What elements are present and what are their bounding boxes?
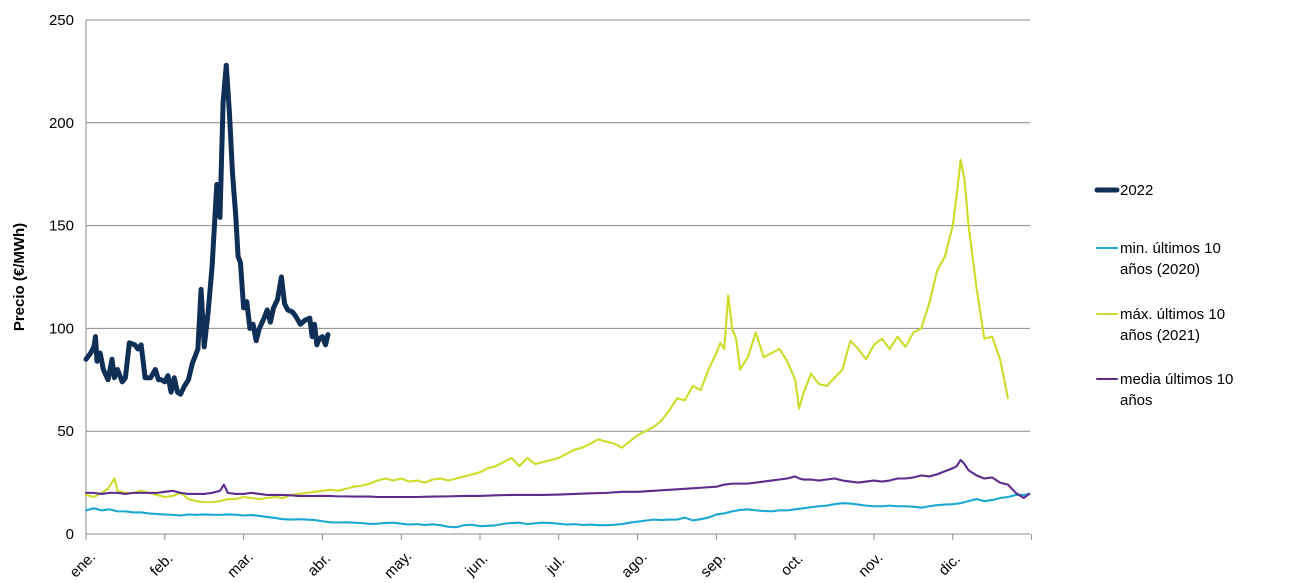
x-tick-label: ene. xyxy=(66,548,99,581)
x-tick-label: feb. xyxy=(147,550,177,580)
x-tick-label: may. xyxy=(381,548,415,582)
y-tick-label: 100 xyxy=(49,320,74,337)
y-tick-label: 250 xyxy=(49,12,74,29)
series-line-3 xyxy=(84,458,1031,500)
y-tick-label: 200 xyxy=(49,115,74,132)
legend-label-2: máx. últimos 10 años (2021) xyxy=(1120,306,1225,344)
legend-label-1: min. últimos 10 años (2020) xyxy=(1120,240,1221,278)
x-tick-label: ago. xyxy=(618,548,651,581)
legend-label-0: 2022 xyxy=(1120,182,1153,199)
series-line-2 xyxy=(84,158,1009,504)
x-tick-label: jun. xyxy=(462,550,492,580)
x-tick-label: jul. xyxy=(542,552,568,578)
x-tick-label: mar. xyxy=(224,548,257,581)
series-line-1 xyxy=(84,492,1031,529)
legend-label-3: media últimos 10 años xyxy=(1120,371,1233,409)
x-tick-label: dic. xyxy=(935,551,964,580)
y-tick-label: 0 xyxy=(66,526,74,543)
x-tick-label: sep. xyxy=(697,549,729,581)
y-tick-label: 50 xyxy=(57,423,74,440)
series-line-0 xyxy=(83,62,331,397)
x-tick-label: oct. xyxy=(777,550,806,579)
y-tick-label: 150 xyxy=(49,218,74,235)
x-tick-label: nov. xyxy=(855,549,886,580)
y-axis-title: Precio (€/MWh) xyxy=(11,223,28,331)
x-tick-label: abr. xyxy=(304,550,334,580)
